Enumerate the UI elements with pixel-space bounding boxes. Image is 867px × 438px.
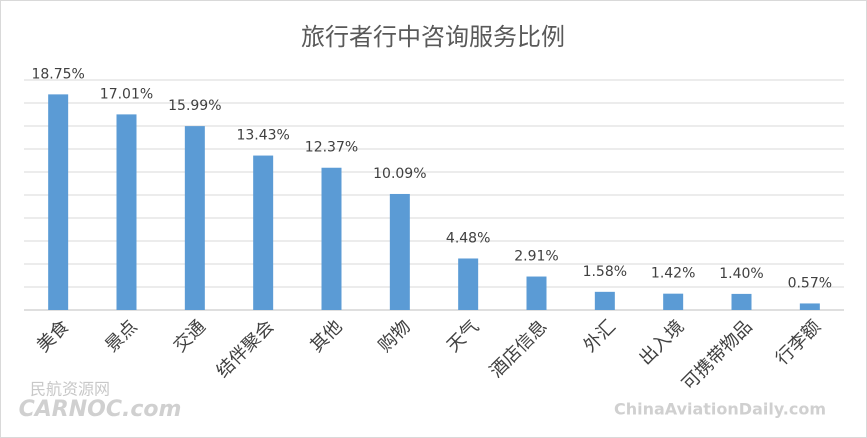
bar bbox=[731, 293, 752, 310]
data-label: 13.43% bbox=[236, 128, 289, 144]
data-label: 1.40% bbox=[719, 266, 763, 282]
bar bbox=[184, 126, 205, 311]
watermark: CARNOC.com bbox=[19, 397, 182, 422]
bar bbox=[389, 193, 410, 310]
data-label: 4.48% bbox=[446, 230, 490, 246]
bar bbox=[526, 276, 547, 310]
bar bbox=[116, 114, 137, 310]
bar bbox=[663, 293, 684, 310]
data-label: 17.01% bbox=[100, 86, 153, 102]
watermark: 民航资源网 bbox=[30, 380, 110, 399]
chart-title: 旅行者行中咨询服务比例 bbox=[301, 23, 565, 51]
bar bbox=[458, 258, 479, 310]
data-label: 1.42% bbox=[651, 266, 695, 282]
data-label: 1.58% bbox=[583, 264, 627, 280]
data-label: 18.75% bbox=[31, 66, 84, 82]
data-label: 0.57% bbox=[788, 275, 832, 291]
bar bbox=[321, 167, 342, 310]
bar bbox=[48, 94, 69, 310]
data-label: 2.91% bbox=[514, 249, 558, 265]
data-label: 10.09% bbox=[373, 166, 426, 182]
data-label: 15.99% bbox=[168, 98, 221, 114]
bar bbox=[799, 303, 820, 310]
bar bbox=[594, 291, 615, 310]
data-label: 12.37% bbox=[305, 140, 358, 156]
watermark: ChinaAviationDaily.com bbox=[614, 400, 826, 419]
bar bbox=[253, 155, 274, 310]
